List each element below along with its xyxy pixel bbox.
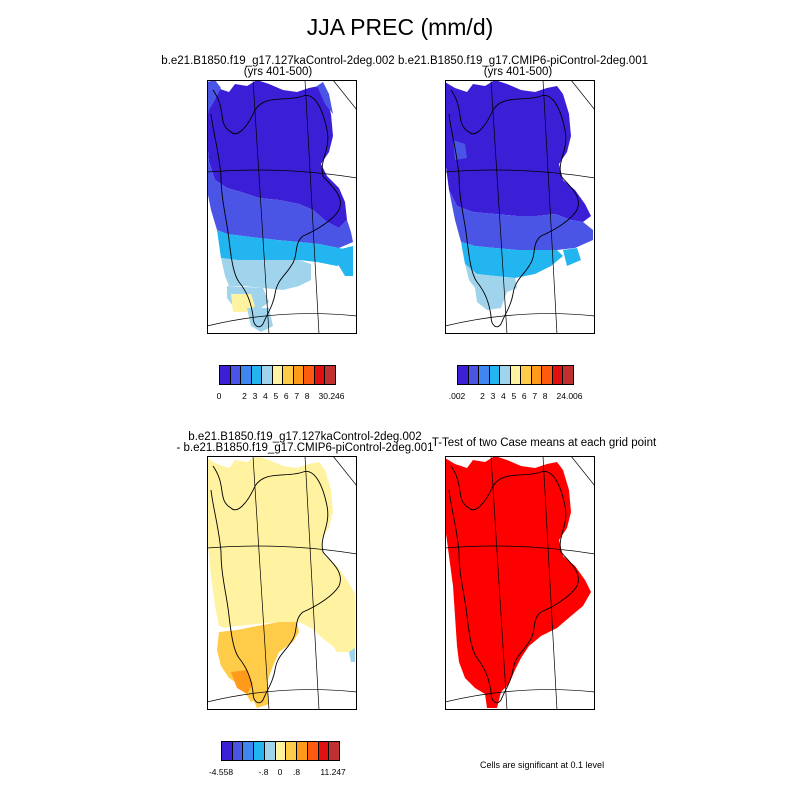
colorbar-127ka-labels: 0 2 3 4 5 6 7 8 30.246: [216, 391, 345, 403]
panel1-subtitle: (yrs 401-500): [243, 66, 313, 78]
main-title: JJA PREC (mm/d): [306, 14, 494, 40]
colorbar-tick-label: 0: [277, 767, 283, 777]
colorbar-tick-label: 2: [242, 391, 247, 401]
colorbar-swatch: [324, 365, 336, 385]
colorbar-tick-label: 4: [263, 391, 268, 401]
colorbar-tick-label: 4: [501, 391, 506, 401]
colorbar-tick-label: 30.246: [318, 391, 345, 401]
colorbar-tick-label: .8: [292, 767, 301, 777]
colorbar-tick-label: 6: [521, 391, 527, 401]
map-panel-ttest: [445, 456, 595, 710]
colorbar-tick-label: 6: [283, 391, 289, 401]
colorbar-tick-label: 0: [216, 391, 222, 401]
colorbar-swatch: [328, 741, 340, 761]
colorbar-swatch: [562, 365, 574, 385]
colorbar-picontrol: [457, 365, 574, 387]
colorbar-tick-label: 2: [480, 391, 485, 401]
colorbar-tick-label: 7: [532, 391, 538, 401]
colorbar-tick-label: -.8: [258, 767, 269, 777]
colorbar-tick-label: 8: [542, 391, 548, 401]
map-panel-127ka: [207, 80, 357, 334]
colorbar-tick-label: 24.006: [556, 391, 583, 401]
colorbar-tick-label: 5: [273, 391, 279, 401]
colorbar-tick-label: 7: [294, 391, 300, 401]
map-panel-difference: [207, 456, 357, 710]
colorbar-tick-label: 5: [511, 391, 517, 401]
colorbar-difference-labels: -4.558 -.8 0 .8 11.247: [209, 767, 346, 779]
colorbar-tick-label: 8: [304, 391, 310, 401]
panel1-title: b.e21.B1850.f19_g17.127kaControl-2deg.00…: [161, 55, 395, 67]
colorbar-picontrol-labels: .002 2 3 4 5 6 7 8 24.006: [449, 391, 583, 403]
panel2-subtitle: (yrs 401-500): [483, 66, 553, 78]
colorbar-127ka: [219, 365, 336, 387]
significance-note: Cells are significant at 0.1 level: [480, 760, 605, 770]
colorbar-tick-label: .002: [448, 391, 466, 401]
panel3-subtitle: - b.e21.B1850.f19_g17.CMIP6-piControl-2d…: [176, 442, 434, 454]
panel2-title: b.e21.B1850.f19_g17.CMIP6-piControl-2deg…: [398, 55, 648, 67]
colorbar-tick-label: -4.558: [208, 767, 234, 777]
map-panel-picontrol: [445, 80, 595, 334]
colorbar-difference: [221, 741, 340, 763]
panel4-title: T-Test of two Case means at each grid po…: [431, 437, 657, 449]
colorbar-tick-label: 3: [490, 391, 496, 401]
colorbar-tick-label: 11.247: [320, 767, 346, 777]
panel3-title: b.e21.B1850.f19_g17.127kaControl-2deg.00…: [188, 431, 422, 443]
colorbar-tick-label: 3: [252, 391, 258, 401]
